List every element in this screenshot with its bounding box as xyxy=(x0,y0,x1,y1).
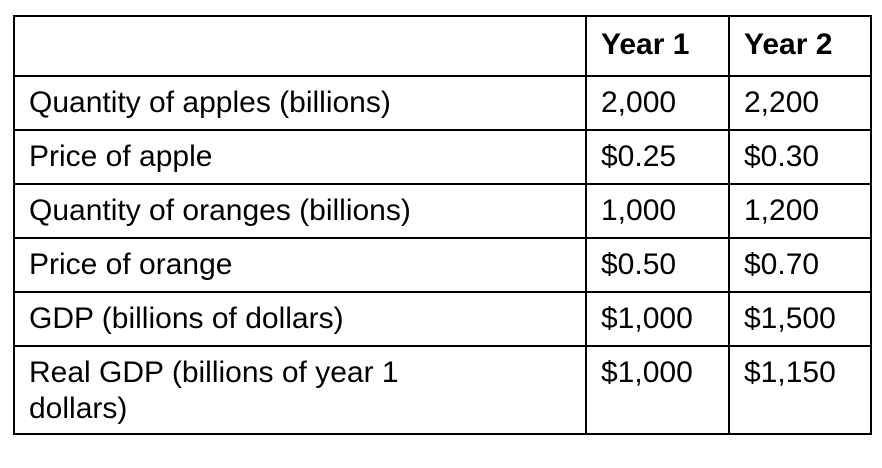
row-label: Real GDP (billions of year 1 dollars) xyxy=(13,345,587,435)
year-2-value: 2,200 xyxy=(728,75,872,131)
corner-cell xyxy=(13,15,587,77)
table-row: Quantity of apples (billions) 2,000 2,20… xyxy=(13,75,872,131)
year-1-value: $1,000 xyxy=(585,345,730,435)
table-row: Real GDP (billions of year 1 dollars) $1… xyxy=(13,345,872,435)
table-row: Price of apple $0.25 $0.30 xyxy=(13,129,872,185)
gdp-table: Year 1 Year 2 Quantity of apples (billio… xyxy=(13,15,872,435)
column-header-year-1: Year 1 xyxy=(585,15,730,77)
year-1-value: 2,000 xyxy=(585,75,730,131)
row-label: Price of apple xyxy=(13,129,587,185)
table-header-row: Year 1 Year 2 xyxy=(13,15,872,77)
row-label: Quantity of apples (billions) xyxy=(13,75,587,131)
year-2-value: $0.70 xyxy=(728,237,872,293)
table-row: Quantity of oranges (billions) 1,000 1,2… xyxy=(13,183,872,239)
year-2-value: $1,150 xyxy=(728,345,872,435)
year-1-value: 1,000 xyxy=(585,183,730,239)
table-row: Price of orange $0.50 $0.70 xyxy=(13,237,872,293)
table-row: GDP (billions of dollars) $1,000 $1,500 xyxy=(13,291,872,347)
year-2-value: 1,200 xyxy=(728,183,872,239)
row-label: Price of orange xyxy=(13,237,587,293)
row-label: Quantity of oranges (billions) xyxy=(13,183,587,239)
column-header-year-2: Year 2 xyxy=(728,15,872,77)
year-1-value: $0.50 xyxy=(585,237,730,293)
year-2-value: $1,500 xyxy=(728,291,872,347)
year-1-value: $0.25 xyxy=(585,129,730,185)
year-1-value: $1,000 xyxy=(585,291,730,347)
year-2-value: $0.30 xyxy=(728,129,872,185)
row-label: GDP (billions of dollars) xyxy=(13,291,587,347)
